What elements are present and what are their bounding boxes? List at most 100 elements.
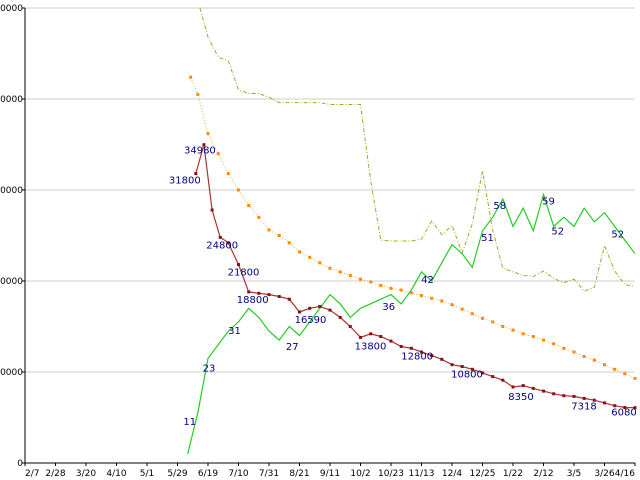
series-dark-red-marker: [389, 339, 393, 343]
x-tick-label: 3/5: [567, 469, 581, 479]
data-label: 8350: [508, 392, 533, 403]
series-dark-red-marker: [491, 375, 495, 379]
x-tick-label: 1/22: [503, 469, 523, 479]
series-dark-red-marker: [318, 305, 322, 308]
series-orange-dotted-marker: [592, 358, 596, 362]
series-orange-dotted-marker: [562, 346, 566, 350]
data-label: 18800: [237, 295, 269, 306]
series-dark-red-marker: [379, 335, 383, 338]
y-tick-label: 20000: [0, 277, 23, 287]
x-tick-label: 8/21: [289, 469, 309, 479]
x-tick-label: 3/26: [594, 469, 614, 479]
y-tick-label: 30000: [0, 186, 23, 196]
data-label: 31800: [169, 176, 201, 187]
data-label: 11: [183, 417, 196, 428]
data-label: 10800: [451, 370, 483, 381]
series-dark-red-marker: [582, 396, 586, 400]
series-orange-dotted-marker: [501, 325, 505, 328]
series-orange-dotted-marker: [531, 335, 535, 338]
series-orange-dotted-marker: [430, 296, 434, 300]
series-dark-yellow-dashed-line: [199, 7, 636, 292]
series-dark-red-marker: [470, 367, 474, 371]
series-orange-dotted-marker: [623, 372, 627, 376]
series-dark-red-marker: [257, 291, 261, 295]
x-tick-label: 5/29: [167, 469, 187, 479]
series-dark-red-marker: [501, 378, 505, 382]
data-label: 13800: [355, 341, 387, 352]
y-tick-label: 0: [17, 459, 23, 469]
series-orange-dotted-marker: [603, 363, 606, 367]
series-orange-dotted-marker: [369, 280, 373, 284]
series-orange-dotted-marker: [196, 92, 200, 96]
series-orange-dotted-marker: [613, 367, 617, 371]
series-orange-dotted-marker: [491, 320, 495, 324]
series-dark-red-marker: [562, 394, 566, 398]
series-orange-dotted-marker: [389, 286, 393, 290]
series-dark-red-marker: [298, 310, 301, 314]
x-tick-label: 10/2: [350, 469, 370, 479]
series-dark-red-marker: [613, 404, 617, 408]
series-orange-dotted-marker: [460, 307, 464, 311]
series-dark-red-marker: [603, 401, 606, 405]
data-label: 34980: [184, 146, 216, 157]
x-tick-label: 10/23: [378, 469, 404, 479]
data-label: 21800: [228, 268, 260, 279]
data-label: 52: [551, 226, 564, 237]
series-dark-red-marker: [194, 172, 198, 176]
series-orange-dotted-marker: [450, 303, 454, 307]
series-orange-dotted-marker: [226, 172, 230, 176]
series-dark-red-marker: [237, 263, 240, 267]
x-tick-label: 9/11: [320, 469, 340, 479]
series-dark-red-marker: [542, 389, 545, 393]
series-orange-dotted-marker: [481, 316, 484, 320]
series-orange-dotted-marker: [206, 132, 210, 136]
series-dark-red-marker: [247, 290, 251, 294]
x-tick-label: 2/12: [533, 469, 553, 479]
data-label: 58: [493, 201, 506, 212]
series-dark-red-marker: [287, 297, 291, 301]
series-dark-red-marker: [218, 235, 222, 239]
series-orange-dotted-marker: [633, 376, 637, 380]
series-orange-dotted-marker: [338, 270, 342, 274]
data-label: 7318: [571, 401, 596, 412]
series-dark-red-marker: [338, 315, 342, 319]
series-orange-dotted-marker: [267, 228, 271, 232]
data-label: 42: [421, 275, 434, 286]
series-dark-red-marker: [552, 392, 556, 396]
series-dark-red-marker: [450, 363, 454, 367]
series-dark-red-marker: [359, 335, 362, 339]
series-dark-red-marker: [348, 325, 352, 328]
data-label: 31: [228, 326, 241, 337]
x-tick-label: 6/19: [198, 469, 218, 479]
series-dark-red-marker: [511, 385, 515, 389]
data-label: 23: [203, 363, 216, 374]
x-tick-label: 7/10: [228, 469, 248, 479]
series-orange-dotted-marker: [399, 288, 403, 292]
series-dark-red-marker: [226, 241, 230, 245]
series-dark-red-marker: [531, 386, 535, 390]
series-dark-red-line: [195, 144, 636, 409]
series-dark-red-marker: [430, 354, 434, 358]
series-orange-dotted-marker: [318, 261, 322, 265]
series-orange-dotted-marker: [470, 312, 474, 316]
series-dark-red-marker: [460, 365, 464, 368]
data-label: 36: [382, 302, 395, 313]
series-orange-dotted-marker: [521, 332, 525, 336]
x-tick-label: 12/4: [442, 469, 462, 479]
data-label: 52: [611, 229, 624, 240]
data-label: 16590: [295, 315, 327, 326]
x-tick-label: 2/7: [25, 469, 39, 479]
series-orange-dotted-marker: [189, 75, 193, 79]
series-orange-dotted-marker: [237, 188, 240, 192]
series-dark-red-marker: [623, 406, 627, 409]
series-dark-red-marker: [267, 293, 271, 297]
series-green-line: [187, 192, 636, 455]
series-orange-dotted-marker: [552, 342, 556, 346]
series-dark-red-marker: [399, 345, 403, 348]
series-orange-dotted-marker: [328, 266, 332, 270]
data-label: 12800: [401, 352, 433, 363]
series-orange-dotted-marker: [582, 355, 586, 358]
series-dark-red-marker: [440, 357, 444, 361]
